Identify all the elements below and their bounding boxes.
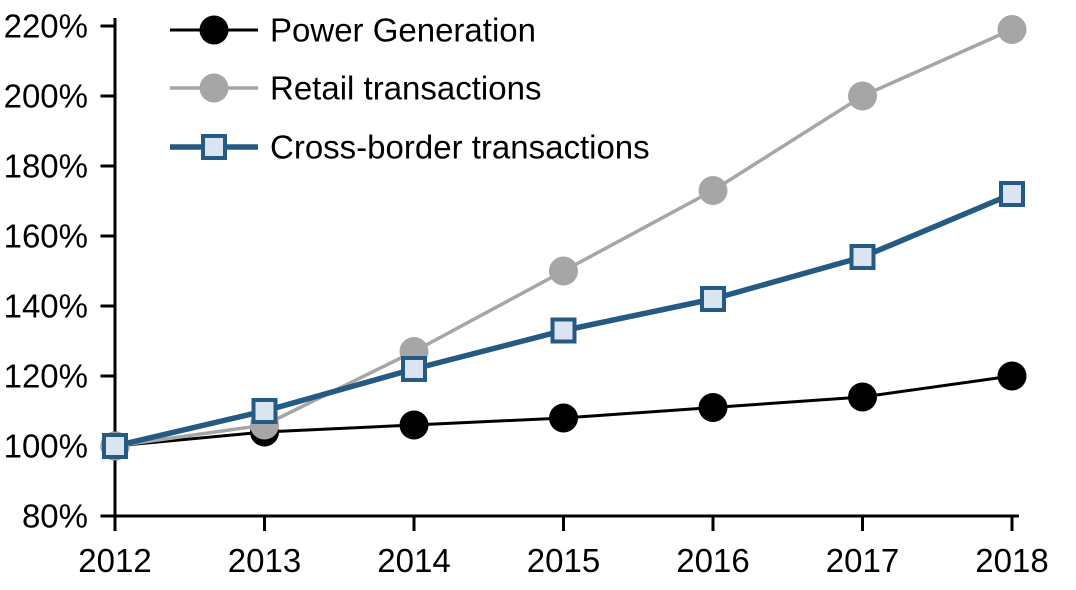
y-tick-label: 180% bbox=[4, 148, 88, 185]
marker-retail-transactions-2017 bbox=[848, 81, 877, 111]
legend-item-label: Power Generation bbox=[270, 12, 536, 49]
marker-power-generation-2016 bbox=[698, 393, 728, 422]
marker-cross-border-transactions-2013 bbox=[251, 398, 278, 424]
series-cross-border-transactions bbox=[102, 181, 1025, 459]
marker-power-generation-2018 bbox=[997, 361, 1027, 391]
marker-cross-border-transactions-2014 bbox=[401, 356, 427, 382]
x-tick-label: 2018 bbox=[975, 542, 1048, 579]
marker-cross-border-transactions-2015 bbox=[550, 317, 577, 344]
y-tick-label: 80% bbox=[22, 498, 88, 535]
series-line-retail-transactions bbox=[114, 27, 1013, 448]
x-tick-label: 2012 bbox=[78, 542, 151, 579]
marker-cross-border-transactions-2012 bbox=[102, 433, 128, 459]
y-tick-label: 140% bbox=[4, 288, 88, 325]
legend-item-retail-transactions: Retail transactions bbox=[170, 70, 541, 107]
legend-circle-icon bbox=[199, 15, 229, 45]
x-tick-label: 2013 bbox=[228, 542, 301, 579]
marker-cross-border-transactions-2017 bbox=[849, 244, 876, 270]
legend-item-power-generation: Power Generation bbox=[170, 12, 536, 49]
y-tick-label: 200% bbox=[4, 78, 88, 115]
legend-square-icon bbox=[201, 134, 227, 160]
x-tick-label: 2016 bbox=[676, 542, 749, 579]
legend-item-label: Retail transactions bbox=[270, 70, 541, 107]
y-tick-label: 160% bbox=[4, 218, 88, 255]
y-tick-label: 120% bbox=[4, 358, 88, 395]
legend: Power Generation Retail transactions Cross… bbox=[170, 12, 650, 166]
marker-retail-transactions-2015 bbox=[549, 256, 578, 286]
marker-power-generation-2017 bbox=[848, 382, 877, 412]
series-power-generation bbox=[100, 361, 1027, 461]
marker-retail-transactions-2016 bbox=[698, 176, 728, 205]
x-tick-label: 2017 bbox=[826, 542, 899, 579]
marker-power-generation-2014 bbox=[399, 410, 429, 440]
legend-item-label: Cross-border transactions bbox=[270, 129, 650, 166]
marker-cross-border-transactions-2016 bbox=[700, 286, 726, 312]
marker-cross-border-transactions-2018 bbox=[999, 181, 1025, 207]
x-tick-label: 2015 bbox=[527, 542, 600, 579]
x-tick-label: 2014 bbox=[377, 542, 450, 579]
legend-item-cross-border-transactions: Cross-border transactions bbox=[170, 129, 650, 166]
legend-circle-icon bbox=[199, 73, 229, 103]
y-tick-label: 100% bbox=[4, 428, 88, 465]
marker-retail-transactions-2018 bbox=[997, 15, 1027, 44]
y-tick-label: 220% bbox=[4, 8, 88, 45]
axes: 80% 100% 120% 140% 160% 180% 200% 220% 2012 2013 2… bbox=[4, 8, 1049, 580]
marker-power-generation-2015 bbox=[549, 403, 578, 433]
